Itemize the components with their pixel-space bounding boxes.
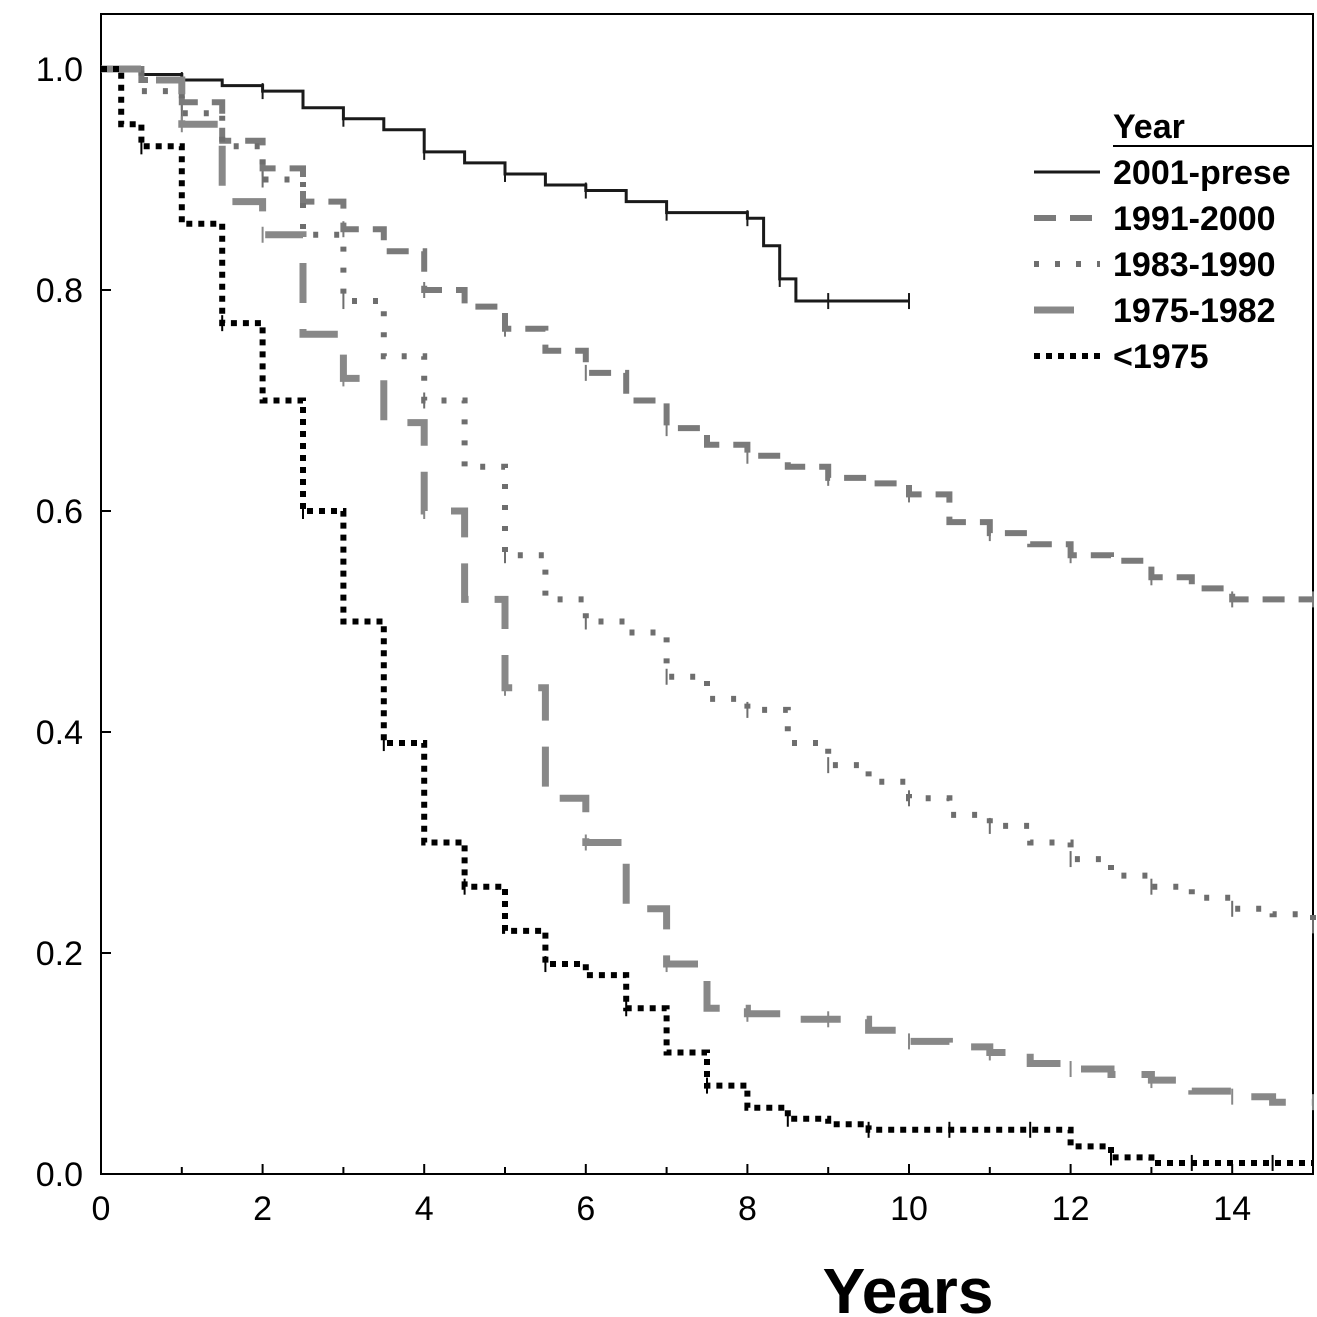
x-tick-label: 0 xyxy=(92,1190,111,1228)
x-tick-label: 10 xyxy=(890,1190,928,1228)
legend-label: 1991-2000 xyxy=(1113,200,1276,238)
x-tick-label: 8 xyxy=(738,1190,757,1228)
y-tick-label: 0.2 xyxy=(36,935,83,973)
series-layer xyxy=(101,65,1316,1171)
y-tick-label: 1.0 xyxy=(36,51,83,89)
series-2 xyxy=(101,66,1316,934)
x-tick-label: 6 xyxy=(576,1190,595,1228)
legend-item: <1975 xyxy=(1034,338,1209,376)
x-tick-label: 14 xyxy=(1213,1190,1251,1228)
axes: 0 2 4 6 8 10 12 14 0.0 0.2 0.4 0.6 0.8 1.0 xyxy=(36,13,1314,1228)
series-line xyxy=(101,66,1316,926)
legend-item: 1983-1990 xyxy=(1034,246,1276,284)
legend: Year 2001-prese 1991-2000 1983-1990 1975-198… xyxy=(1034,108,1313,376)
series-3 xyxy=(101,65,1314,1111)
legend-label: 2001-prese xyxy=(1113,154,1291,192)
legend-item: 1975-1982 xyxy=(1034,292,1276,330)
series-1 xyxy=(101,66,1314,608)
legend-title: Year xyxy=(1113,108,1185,146)
series-0 xyxy=(101,67,910,310)
x-tick-label: 12 xyxy=(1052,1190,1090,1228)
legend-item: 2001-prese xyxy=(1034,154,1291,192)
legend-item: 1991-2000 xyxy=(1034,200,1276,238)
y-tick-label: 0.8 xyxy=(36,272,83,310)
y-tick-label: 0.6 xyxy=(36,493,83,531)
legend-label: 1983-1990 xyxy=(1113,246,1276,284)
series-4 xyxy=(101,66,1313,1171)
x-tick-label: 4 xyxy=(415,1190,434,1228)
series-line xyxy=(101,66,1313,603)
series-line xyxy=(101,66,1313,1166)
x-axis-label: Years xyxy=(823,1255,994,1317)
y-tick-label: 0.4 xyxy=(36,714,83,752)
y-tick-label: 0.0 xyxy=(36,1156,83,1194)
legend-label: <1975 xyxy=(1113,338,1209,376)
series-line xyxy=(101,65,1313,1106)
legend-label: 1975-1982 xyxy=(1113,292,1276,330)
x-tick-label: 2 xyxy=(253,1190,272,1228)
